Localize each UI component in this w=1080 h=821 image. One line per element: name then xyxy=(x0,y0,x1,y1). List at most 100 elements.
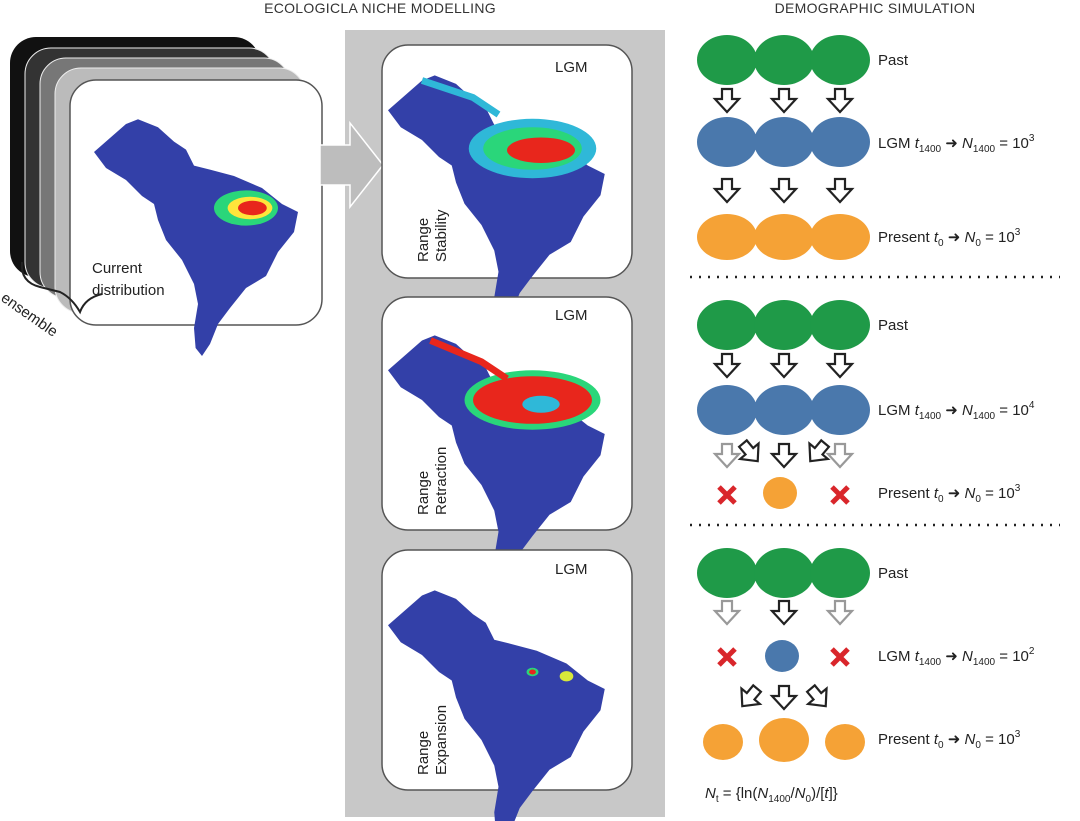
down-arrow-icon xyxy=(825,87,855,114)
present-equation: Present t0 ➜ N0 = 103 xyxy=(878,227,1021,249)
down-arrow-icon xyxy=(825,352,855,379)
a-text: Present xyxy=(878,731,934,748)
lgm-equation: LGM t1400 ➜ N1400 = 104 xyxy=(878,400,1035,422)
arrow-shape xyxy=(769,442,799,469)
down-arrow-icon xyxy=(769,442,799,469)
card-range-retraction: LGM Range Retraction xyxy=(381,296,633,587)
card-label-2: Retraction xyxy=(433,447,450,515)
ensemble-stack: Current distribution ensemble xyxy=(0,37,323,356)
lgm-equation: LGM t1400 ➜ N1400 = 102 xyxy=(878,646,1035,668)
past-population xyxy=(754,35,814,85)
n-text: N xyxy=(962,402,973,419)
tsub-text: 0 xyxy=(938,740,944,751)
cross-stroke xyxy=(830,647,850,667)
lgm-population xyxy=(810,385,870,435)
down-arrow-icon xyxy=(712,599,742,626)
eq-text: = 10 xyxy=(995,402,1029,419)
arrow-shape xyxy=(740,683,763,708)
t-text: t xyxy=(915,648,920,665)
past-population xyxy=(697,35,757,85)
n-text: N xyxy=(965,229,976,246)
formula: Nt = {ln(N1400/N0)/[t]} xyxy=(705,785,838,805)
card-range-stability: LGM Range Stability xyxy=(381,44,633,328)
n-text: N xyxy=(962,648,973,665)
exp-text: 3 xyxy=(1015,483,1021,494)
past-population xyxy=(697,300,757,350)
current-label-2: distribution xyxy=(92,282,165,299)
past-label: Past xyxy=(878,565,909,582)
card-label-2: Expansion xyxy=(433,705,450,775)
t-text: t xyxy=(934,229,939,246)
eq-text: = 10 xyxy=(981,485,1015,502)
arrow-icon: ➜ xyxy=(944,485,965,502)
big-arrow xyxy=(319,120,384,210)
a-text: LGM xyxy=(878,648,915,665)
t-text: t xyxy=(934,485,939,502)
past-label: Past xyxy=(878,52,909,69)
present-population xyxy=(754,214,814,260)
eq-text: = 10 xyxy=(981,731,1015,748)
arrow-shape xyxy=(712,442,742,469)
down-arrow-icon xyxy=(805,683,828,708)
card-range-expansion: LGM Range Expansion xyxy=(381,549,633,821)
tsub-text: 0 xyxy=(938,494,944,505)
lgm-equation: LGM t1400 ➜ N1400 = 103 xyxy=(878,133,1035,155)
down-arrow-icon xyxy=(712,442,742,469)
n-text: N xyxy=(965,485,976,502)
demographic-simulation xyxy=(697,35,870,762)
arrow-shape xyxy=(808,438,831,463)
past-label: Past xyxy=(878,317,909,334)
arrow-icon: ➜ xyxy=(941,648,962,665)
arrow-shape xyxy=(805,683,828,708)
arrow-icon: ➜ xyxy=(944,731,965,748)
card-label-1: Range xyxy=(415,471,432,515)
header-niche-modelling: ECOLOGICLA NICHE MODELLING xyxy=(264,0,496,16)
down-arrow-icon xyxy=(769,87,799,114)
nsub-text: 1400 xyxy=(973,657,996,668)
a-text: LGM xyxy=(878,135,915,152)
arrow-shape xyxy=(712,352,742,379)
past-population xyxy=(754,548,814,598)
past-population xyxy=(754,300,814,350)
cross-stroke xyxy=(717,647,737,667)
present-equation: Present t0 ➜ N0 = 103 xyxy=(878,729,1021,751)
cross-stroke xyxy=(830,485,850,505)
present-population xyxy=(810,214,870,260)
eq-text: = 10 xyxy=(981,229,1015,246)
arrow-shape xyxy=(825,87,855,114)
down-arrow-icon xyxy=(825,599,855,626)
past-population xyxy=(810,548,870,598)
card-label-2: Stability xyxy=(433,209,450,262)
nsub-text: 0 xyxy=(975,740,981,751)
current-label-1: Current xyxy=(92,260,143,277)
down-arrow-icon xyxy=(712,87,742,114)
exp-text: 3 xyxy=(1029,133,1035,144)
past-population xyxy=(810,35,870,85)
tsub-text: 1400 xyxy=(919,411,942,422)
arrow-icon: ➜ xyxy=(941,402,962,419)
tsub-text: 1400 xyxy=(919,144,942,155)
down-arrow-icon xyxy=(712,177,742,204)
exp-text: 4 xyxy=(1029,400,1035,411)
lgm-tag: LGM xyxy=(555,59,588,76)
present-equation: Present t0 ➜ N0 = 103 xyxy=(878,483,1021,505)
lgm-tag: LGM xyxy=(555,307,588,324)
exp-text: 2 xyxy=(1029,646,1035,657)
tsub-text: 1400 xyxy=(919,657,942,668)
cross-stroke xyxy=(717,485,737,505)
card-label-1: Range xyxy=(415,731,432,775)
t-text: t xyxy=(934,731,939,748)
arrow-shape xyxy=(769,599,799,626)
eq-text: = 10 xyxy=(995,135,1029,152)
down-arrow-icon xyxy=(808,438,831,463)
extinct-cross-icon xyxy=(830,485,850,505)
eq-text: = 10 xyxy=(995,648,1029,665)
past-population xyxy=(810,300,870,350)
scenario-labels: Past Past Past xyxy=(878,52,909,582)
lgm-population xyxy=(810,117,870,167)
a-text: LGM xyxy=(878,402,915,419)
current-distribution-map xyxy=(94,119,298,356)
extinct-cross-icon xyxy=(717,485,737,505)
present-population xyxy=(703,724,743,760)
